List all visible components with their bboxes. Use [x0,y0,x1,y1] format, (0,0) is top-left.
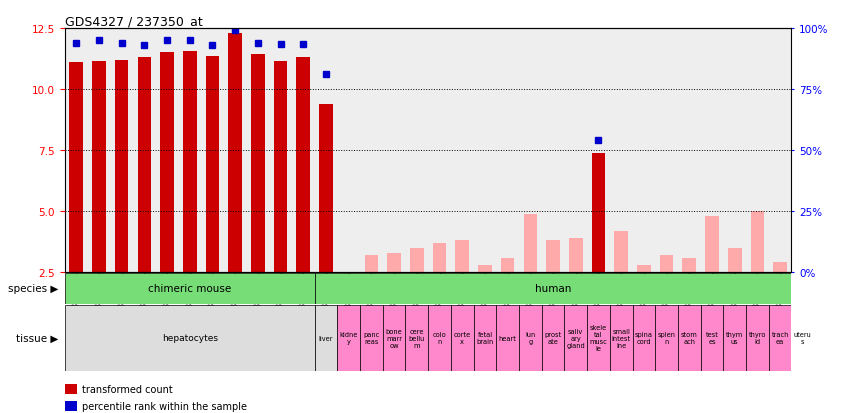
Text: spina
cord: spina cord [635,331,653,344]
Bar [432,243,446,273]
Text: lun
g: lun g [525,331,535,344]
Text: transformed count: transformed count [81,384,172,394]
Bar [451,305,474,371]
Bar [337,305,360,371]
Text: saliv
ary
gland: saliv ary gland [567,328,585,348]
Bar [682,258,696,273]
Bar [65,401,77,411]
Text: trach
ea: trach ea [772,331,789,344]
Bar [474,305,497,371]
Text: hepatocytes: hepatocytes [162,333,218,342]
Bar [388,253,401,273]
Bar [519,305,541,371]
Bar [723,305,746,371]
Bar [410,248,424,273]
Text: tissue ▶: tissue ▶ [16,333,58,343]
Bar [614,231,628,273]
Bar [93,62,106,273]
Text: species ▶: species ▶ [8,284,58,294]
Bar [138,58,151,273]
Bar [656,305,678,371]
Bar [632,305,656,371]
Text: liver: liver [318,335,333,341]
Text: skele
tal
musc
le: skele tal musc le [590,324,607,351]
Text: GDS4327 / 237350_at: GDS4327 / 237350_at [65,15,202,28]
Bar [769,305,791,371]
Bar [705,216,719,273]
Bar [65,273,315,304]
Text: prost
ate: prost ate [544,331,561,344]
Bar [773,263,787,273]
Text: thym
us: thym us [726,331,743,344]
Bar [701,305,723,371]
Bar [523,214,537,273]
Bar [69,63,83,273]
Text: thyro
id: thyro id [749,331,766,344]
Text: stom
ach: stom ach [681,331,698,344]
Bar [382,305,406,371]
Bar [315,305,337,371]
Bar [501,258,515,273]
Bar [746,305,769,371]
Text: kidne
y: kidne y [340,331,358,344]
Bar [587,305,610,371]
Text: colo
n: colo n [432,331,446,344]
Bar [274,62,287,273]
Bar [115,61,129,273]
Bar [360,305,383,371]
Text: splen
n: splen n [657,331,676,344]
Bar [365,256,378,273]
Text: heart: heart [499,335,516,341]
Text: small
intest
ine: small intest ine [612,328,631,348]
Bar [791,305,814,371]
Bar [456,241,469,273]
Bar [637,265,650,273]
Bar [160,53,174,273]
Bar [660,256,674,273]
Bar [541,305,564,371]
Text: corte
x: corte x [453,331,471,344]
Bar [428,305,451,371]
Bar [251,55,265,273]
Text: human: human [535,284,571,294]
Bar [228,34,242,273]
Bar [206,57,220,273]
Bar [65,305,315,371]
Bar [547,241,560,273]
Bar [592,153,606,273]
Bar [678,305,701,371]
Bar [565,305,587,371]
Text: chimeric mouse: chimeric mouse [148,284,231,294]
Bar [319,104,333,273]
Text: percentile rank within the sample: percentile rank within the sample [81,401,247,411]
Text: cere
bellu
m: cere bellu m [408,328,425,348]
Bar [728,248,741,273]
Text: fetal
brain: fetal brain [477,331,494,344]
Text: bone
marr
ow: bone marr ow [386,328,402,348]
Bar [406,305,428,371]
Bar [65,385,77,394]
Text: panc
reas: panc reas [363,331,380,344]
Bar [497,305,519,371]
Text: test
es: test es [706,331,719,344]
Bar [751,211,765,273]
Bar [478,265,492,273]
Bar [183,52,196,273]
Bar [297,58,310,273]
Bar [315,273,791,304]
Bar [569,238,583,273]
Bar [610,305,632,371]
Text: uteru
s: uteru s [794,331,811,344]
